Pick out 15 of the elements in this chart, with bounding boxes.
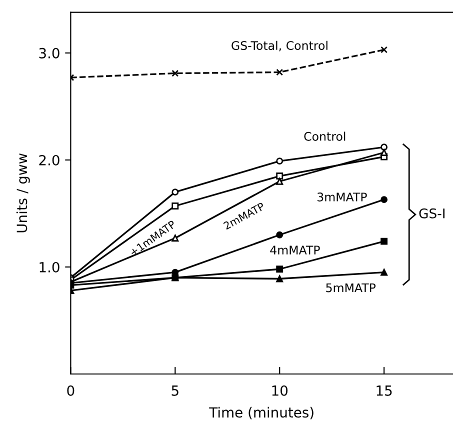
x-tick-label: 5 xyxy=(172,386,178,396)
series-label: 5mMATP xyxy=(326,283,376,292)
series-label: 3mMATP xyxy=(318,192,367,202)
y-axis-title: Units / gww xyxy=(16,153,30,232)
x-tick-label: 15 xyxy=(376,386,392,396)
x-tick-label: 0 xyxy=(67,385,74,396)
series-label: 4mMATP xyxy=(270,246,320,254)
y-tick-label: 1.0 xyxy=(40,262,60,272)
y-tick-label: 2.0 xyxy=(39,154,60,166)
series-label: GS-Total, Control xyxy=(232,40,328,52)
annotation: GS-I xyxy=(419,208,444,218)
series-label: Control xyxy=(304,132,346,141)
x-axis-title: Time (minutes) xyxy=(209,406,314,420)
y-tick-label: 3.0 xyxy=(39,48,60,58)
x-tick-label: 10 xyxy=(272,385,288,396)
